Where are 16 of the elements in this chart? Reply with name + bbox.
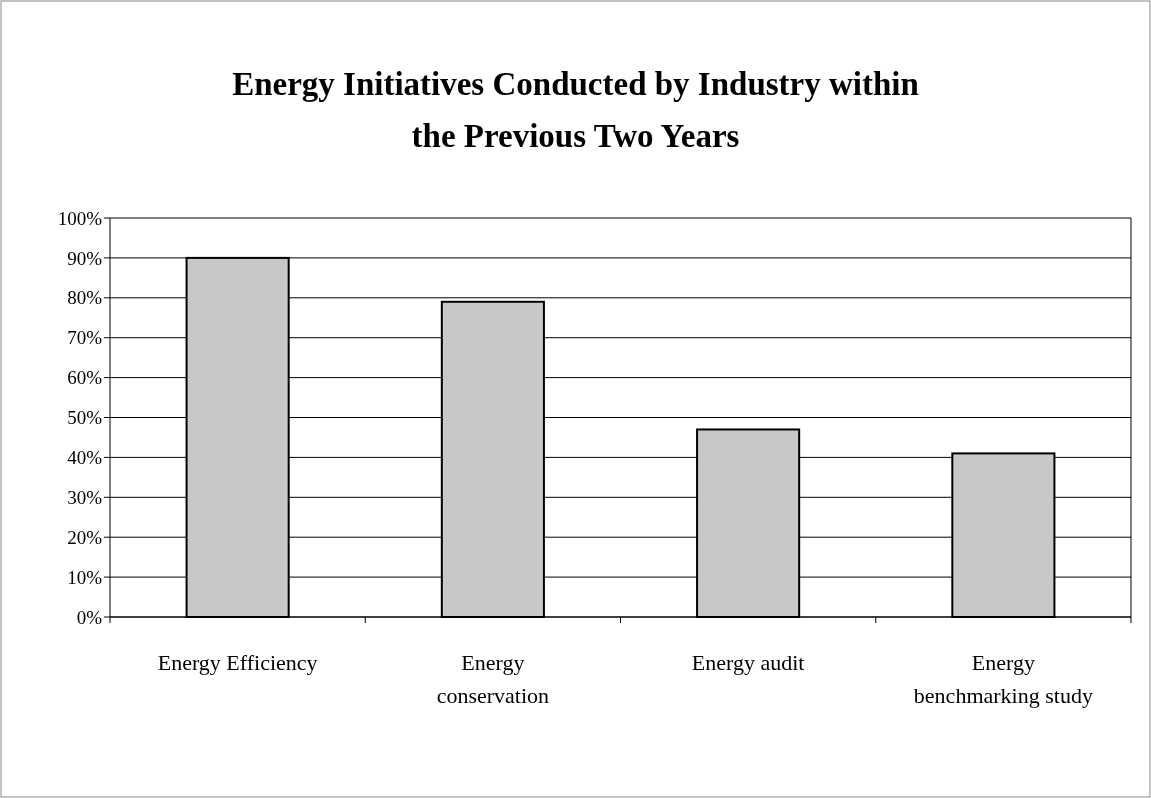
y-tick-label: 80% [67, 287, 103, 309]
y-tick-label: 0% [76, 606, 103, 628]
y-tick-label: 30% [67, 486, 103, 508]
chart-title: Energy Initiatives Conducted by Industry within the Previous Two Years [232, 66, 919, 154]
x-tick-label: Energy conservation [436, 650, 550, 708]
x-tick-label: Energy audit [691, 650, 805, 675]
y-tick-label: 40% [67, 447, 103, 469]
y-tick-label: 50% [67, 407, 103, 429]
x-tick-label: Energy benchmarking study [913, 650, 1093, 708]
y-tick-label: 90% [67, 247, 103, 269]
x-tick-label: Energy Efficiency [157, 650, 318, 675]
y-tick-label: 10% [67, 566, 103, 588]
y-tick-label: 20% [67, 526, 103, 548]
y-tick-label: 100% [57, 207, 103, 229]
y-tick-label: 60% [67, 367, 103, 389]
y-tick-label: 70% [67, 327, 103, 349]
